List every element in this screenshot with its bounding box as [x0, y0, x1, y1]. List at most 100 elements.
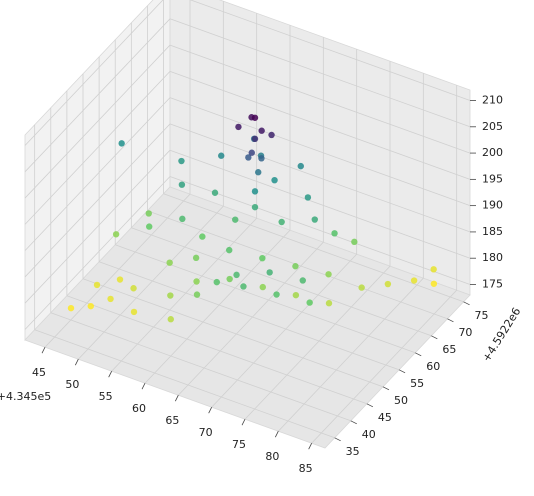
point — [93, 281, 101, 289]
grid-line — [24, 176, 171, 330]
y-tick-label: 40 — [362, 428, 376, 441]
x-tick-label: 50 — [65, 378, 79, 391]
point — [430, 280, 438, 287]
point — [179, 215, 186, 223]
x-tick-label: 45 — [32, 366, 46, 379]
grid-line — [24, 0, 164, 146]
point — [351, 238, 358, 246]
point — [251, 203, 259, 211]
z-tick-label: 210 — [482, 94, 503, 107]
point — [130, 285, 137, 292]
tick — [366, 403, 374, 408]
grid-line — [144, 229, 291, 384]
point — [211, 189, 219, 196]
point — [258, 155, 265, 162]
y-tick-label: 35 — [346, 445, 360, 458]
point — [240, 283, 247, 290]
tick — [463, 301, 470, 306]
point — [278, 218, 285, 226]
tick — [208, 407, 213, 414]
grid-line — [24, 97, 171, 251]
point — [146, 223, 153, 230]
point — [258, 127, 265, 134]
point — [251, 114, 259, 121]
grid-line — [24, 149, 171, 304]
point — [430, 266, 437, 273]
point — [266, 269, 273, 276]
point — [232, 216, 239, 223]
point — [67, 304, 75, 312]
point — [358, 284, 365, 291]
point — [167, 292, 174, 299]
grid — [24, 0, 476, 450]
point — [192, 254, 200, 262]
point — [226, 246, 233, 254]
y-tick-label: 60 — [426, 360, 440, 373]
tick — [415, 352, 422, 357]
grid-line — [169, 149, 471, 259]
point — [325, 271, 332, 278]
grid-line — [24, 71, 171, 225]
point — [248, 149, 255, 156]
grid-line — [169, 176, 471, 285]
grid-line — [311, 289, 457, 444]
z-tick-label: 195 — [482, 172, 503, 185]
points — [67, 114, 438, 323]
grid-line — [169, 123, 471, 233]
grid-line — [66, 295, 368, 405]
point — [311, 216, 318, 223]
z-tick-label: 200 — [482, 146, 503, 159]
tick — [447, 318, 454, 323]
grid-line — [24, 18, 171, 173]
tick — [141, 383, 146, 390]
point — [268, 131, 275, 139]
grid-line — [24, 123, 171, 278]
tick — [274, 431, 279, 438]
point — [410, 277, 418, 284]
grid-line — [98, 261, 400, 371]
point — [112, 231, 120, 238]
point — [130, 308, 138, 316]
point — [304, 194, 312, 201]
x-tick-label: 70 — [199, 426, 213, 439]
grid-line — [34, 329, 335, 439]
tick — [382, 386, 390, 391]
grid-line — [44, 193, 191, 348]
point — [245, 154, 252, 161]
point — [325, 300, 333, 307]
z-tick-label: 190 — [482, 199, 503, 212]
x-tick-label: 60 — [132, 402, 146, 415]
point — [331, 230, 338, 237]
grid-line — [115, 244, 416, 354]
point — [235, 123, 242, 131]
point — [292, 263, 299, 270]
z-tick-label: 185 — [482, 225, 503, 238]
point — [299, 277, 306, 284]
tick — [108, 371, 113, 378]
point — [226, 275, 233, 283]
grid-line — [169, 97, 471, 207]
point — [193, 278, 200, 285]
tick — [308, 443, 313, 450]
point — [199, 233, 206, 240]
tick — [174, 395, 179, 402]
point — [213, 278, 220, 286]
x-tick-label: 65 — [165, 414, 179, 427]
grid-line — [24, 44, 171, 199]
point — [145, 210, 152, 217]
labels: 4550556065707580853540455055606570751751… — [32, 94, 503, 476]
point — [251, 135, 259, 143]
point — [193, 291, 201, 298]
grid-line — [278, 277, 424, 432]
z-tick-label: 180 — [482, 251, 503, 264]
tick — [334, 437, 341, 442]
grid-line — [50, 312, 351, 422]
point — [259, 283, 266, 291]
grid-line — [178, 241, 324, 396]
tick — [398, 369, 406, 374]
x-tick-label: 80 — [265, 450, 279, 463]
grid-line — [78, 205, 224, 360]
point — [273, 291, 280, 298]
point — [251, 188, 259, 195]
